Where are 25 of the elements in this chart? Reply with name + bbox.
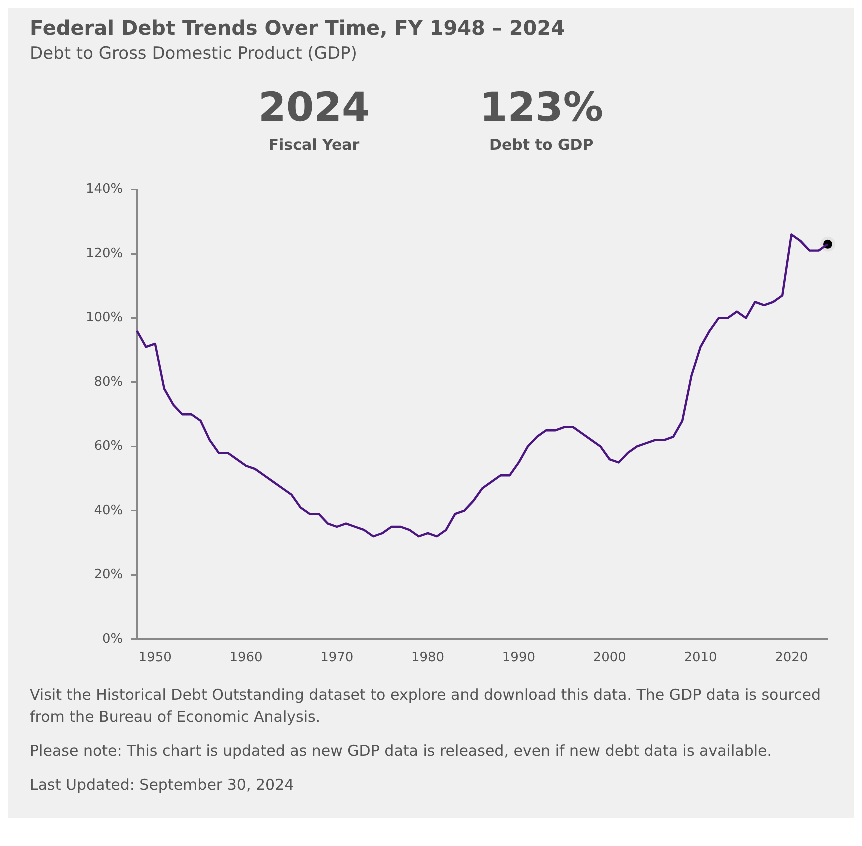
text: Last Updated: September 30, 2024: [30, 775, 296, 796]
x-tick-label: 2000: [593, 650, 626, 666]
x-tick-label: 1950: [138, 650, 172, 666]
y-tick-label: 80%: [94, 374, 124, 390]
x-tick-label: 1990: [502, 650, 536, 666]
x-tick-label: 2010: [684, 650, 718, 666]
text: Fiscal Year: [268, 136, 361, 154]
text: 123%: [480, 85, 604, 131]
text: Debt to GDP: [488, 136, 595, 154]
y-tick-label: 100%: [86, 310, 124, 326]
y-tick-label: 60%: [94, 439, 124, 454]
y-tick-label: 120%: [86, 246, 124, 262]
text: Visit the Historical Debt Outstanding dataset to explore and download this data. The GDP data is sourced from the Bureau of Economic Analysis.: [30, 685, 822, 728]
chart-title: Federal Debt Trends Over Time, FY 1948 – 2024: [30, 16, 566, 40]
y-tick-label: 0%: [102, 632, 124, 647]
x-tick-label: 1970: [320, 650, 354, 666]
x-tick-label: 1960: [230, 650, 263, 666]
x-tick-label: 1980: [411, 650, 445, 666]
text: Please note: This chart is updated as new GDP data is released, even if new debt data is available.: [30, 741, 774, 762]
y-tick-label: 20%: [94, 568, 124, 583]
text: 2024: [258, 85, 370, 131]
y-tick-label: 40%: [94, 503, 124, 518]
chart-subtitle: Debt to Gross Domestic Product (GDP): [30, 44, 358, 64]
y-tick-label: 140%: [86, 182, 124, 198]
x-tick-label: 2020: [775, 650, 808, 666]
